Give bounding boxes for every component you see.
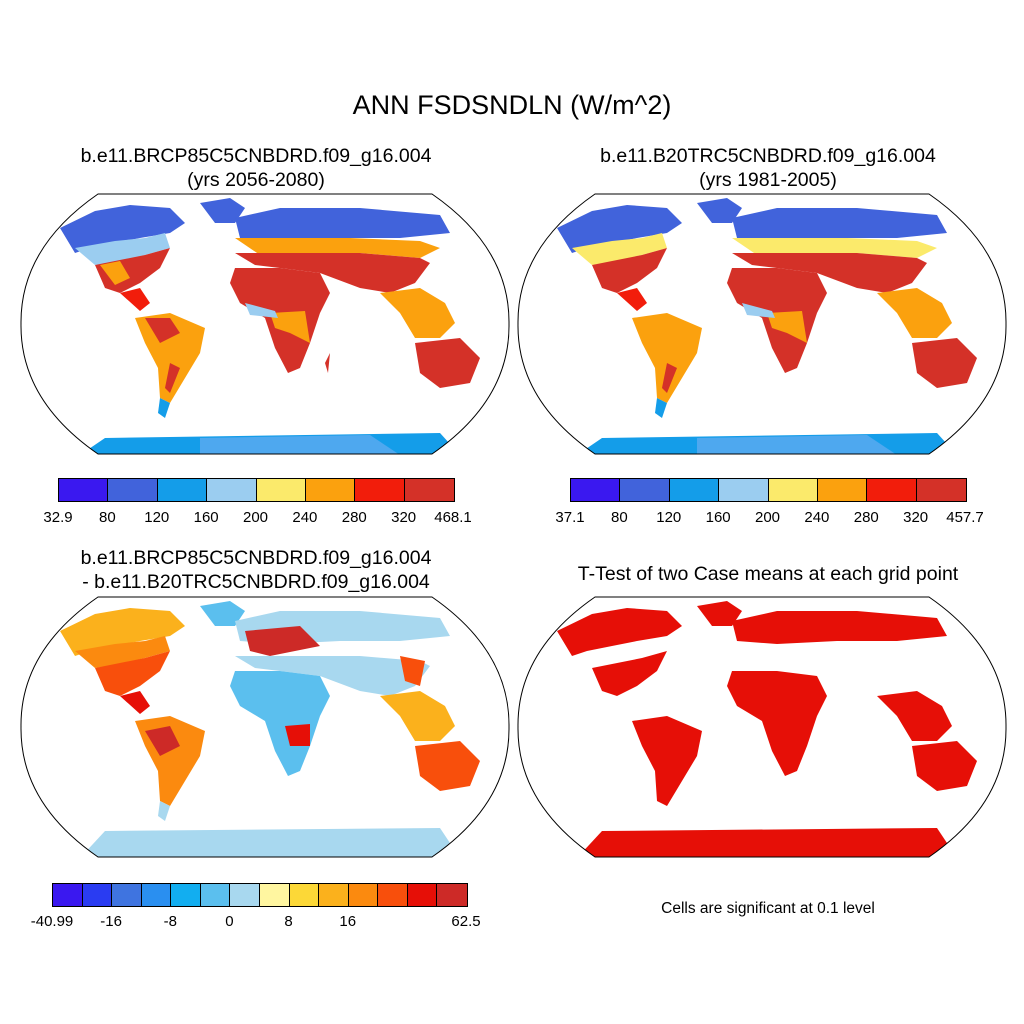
panel-1-title: b.e11.BRCP85C5CNBDRD.f09_g16.004 (yrs 20…: [0, 144, 512, 192]
colorbar-swatch: [305, 479, 356, 501]
colorbar-swatch: [207, 479, 257, 501]
colorbar-swatch: [571, 479, 621, 501]
colorbar-swatch: [259, 884, 290, 906]
colorbar-swatch: [768, 479, 818, 501]
panel-2-case-name: b.e11.B20TRC5CNBDRD.f09_g16.004: [600, 145, 936, 167]
colorbar-swatch: [378, 884, 408, 906]
map-panel-4: [517, 596, 1007, 858]
colorbar-tick-label: 457.7: [946, 509, 984, 526]
map-panel-3: [20, 596, 510, 858]
colorbar-tick-label: 240: [292, 509, 318, 526]
colorbar-swatch: [112, 884, 142, 906]
colorbar-panel-2-labels: 37.1 80 120 160 200 240 280 320 457.7: [555, 509, 983, 527]
colorbar-panel-2: [570, 478, 967, 502]
colorbar-swatch: [157, 479, 208, 501]
colorbar-panel-1-labels: 32.9 80 120 160 200 240 280 320 468.1: [43, 509, 471, 527]
colorbar-tick-label: 320: [391, 509, 417, 526]
colorbar-swatch: [289, 884, 320, 906]
colorbar-panel-1: [58, 478, 455, 502]
colorbar-tick-label: 37.1: [555, 509, 585, 526]
colorbar-tick-label: 280: [341, 509, 367, 526]
colorbar-tick-label: 8: [284, 913, 293, 930]
map-panel-1: [20, 193, 510, 455]
colorbar-swatch: [53, 884, 83, 906]
figure-title: ANN FSDSNDLN (W/m^2): [352, 90, 672, 120]
panel-2-years: (yrs 1981-2005): [699, 169, 837, 191]
colorbar-tick-label: -40.99: [30, 913, 74, 930]
colorbar-swatch: [817, 479, 868, 501]
colorbar-tick-label: 0: [225, 913, 234, 930]
colorbar-tick-label: 280: [853, 509, 879, 526]
colorbar-swatch: [916, 479, 966, 501]
colorbar-swatch: [200, 884, 231, 906]
colorbar-tick-label: -8: [163, 913, 177, 930]
colorbar-swatch: [669, 479, 720, 501]
colorbar-tick-label: 468.1: [434, 509, 472, 526]
colorbar-swatch: [407, 884, 438, 906]
colorbar-swatch: [256, 479, 306, 501]
colorbar-swatch: [82, 884, 113, 906]
colorbar-swatch: [620, 479, 670, 501]
colorbar-tick-label: 320: [903, 509, 929, 526]
colorbar-tick-label: 160: [705, 509, 731, 526]
colorbar-tick-label: 200: [754, 509, 781, 526]
panel-4-title: T-Test of two Case means at each grid po…: [577, 563, 959, 585]
colorbar-swatch: [437, 884, 467, 906]
colorbar-tick-label: 32.9: [43, 509, 73, 526]
colorbar-swatch: [719, 479, 769, 501]
colorbar-tick-label: 200: [242, 509, 269, 526]
colorbar-swatch: [319, 884, 349, 906]
panel-1-case-name: b.e11.BRCP85C5CNBDRD.f09_g16.004: [80, 145, 432, 167]
colorbar-swatch: [108, 479, 158, 501]
panel-2-title: b.e11.B20TRC5CNBDRD.f09_g16.004 (yrs 198…: [512, 144, 1024, 192]
panel-1-years: (yrs 2056-2080): [187, 169, 325, 191]
colorbar-tick-label: 240: [804, 509, 830, 526]
colorbar-swatch: [867, 479, 917, 501]
colorbar-tick-label: 120: [656, 509, 682, 526]
colorbar-tick-label: 160: [193, 509, 219, 526]
colorbar-swatch: [348, 884, 379, 906]
colorbar-tick-label: -16: [100, 913, 122, 930]
colorbar-tick-label: 62.5: [451, 913, 481, 930]
significance-note: Cells are significant at 0.1 level: [661, 900, 875, 917]
colorbar-tick-label: 80: [99, 509, 116, 526]
colorbar-swatch: [355, 479, 405, 501]
colorbar-swatch: [404, 479, 454, 501]
panel-3-title: b.e11.BRCP85C5CNBDRD.f09_g16.004 - b.e11…: [0, 546, 512, 594]
panel-3-case-b: - b.e11.B20TRC5CNBDRD.f09_g16.004: [82, 571, 430, 593]
panel-3-case-a: b.e11.BRCP85C5CNBDRD.f09_g16.004: [80, 547, 432, 569]
colorbar-panel-3: [52, 883, 468, 907]
map-panel-2: [517, 193, 1007, 455]
colorbar-swatch: [171, 884, 201, 906]
colorbar-tick-label: 120: [144, 509, 170, 526]
colorbar-tick-label: 80: [611, 509, 628, 526]
colorbar-tick-label: 16: [339, 913, 357, 930]
colorbar-panel-3-labels: -40.99 -16 -8 0 8 16 62.5: [31, 913, 481, 931]
colorbar-swatch: [59, 479, 109, 501]
colorbar-swatch: [141, 884, 172, 906]
colorbar-swatch: [230, 884, 260, 906]
